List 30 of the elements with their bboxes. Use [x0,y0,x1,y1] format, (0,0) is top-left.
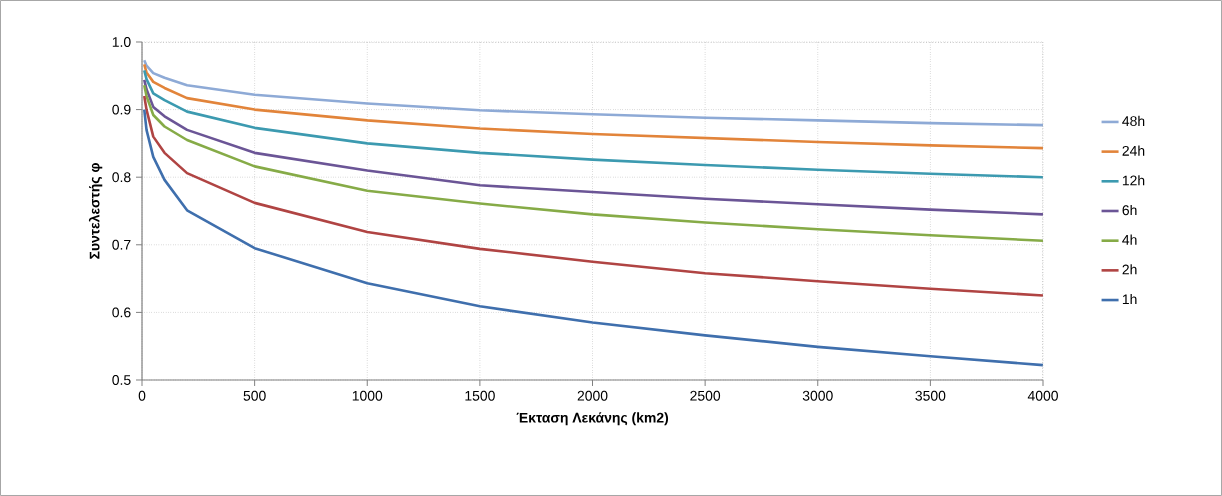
y-tick-label: 1.0 [112,37,131,47]
legend-label: 1h [1122,293,1137,305]
line-series [142,94,1044,297]
x-tick-label: 3000 [802,390,833,401]
y-tick-label: 0.7 [112,239,131,250]
line-series [142,108,1044,367]
line-series [142,78,1044,216]
x-axis-title: Έκταση Λεκάνης (km2) [516,412,669,426]
x-tick-label: 500 [243,390,266,401]
x-tick-label: 2500 [690,390,721,401]
legend-label: 48h [1122,115,1145,127]
x-tick-label: 1500 [465,390,495,401]
y-tick-label: 0.8 [112,172,131,183]
legend-label: 12h [1122,175,1145,186]
line-series [142,69,1044,179]
y-tick-label: 0.5 [112,375,131,385]
line-series [142,83,1044,243]
y-tick-label: 0.9 [112,104,131,115]
x-tick-label: 4000 [1027,390,1058,401]
line-series [142,58,1044,127]
legend-label: 4h [1122,234,1137,245]
x-tick-label: 0 [138,390,146,401]
legend-label: 6h [1122,204,1137,216]
legend-label: 24h [1122,145,1145,156]
x-tick-label: 3500 [915,390,946,401]
x-tick-label: 2000 [577,390,608,401]
legend-label: 2h [1122,264,1137,275]
y-axis-title: Συντελεστής φ [88,163,103,259]
x-tick-label: 1000 [352,390,383,401]
y-tick-label: 0.6 [112,307,131,318]
